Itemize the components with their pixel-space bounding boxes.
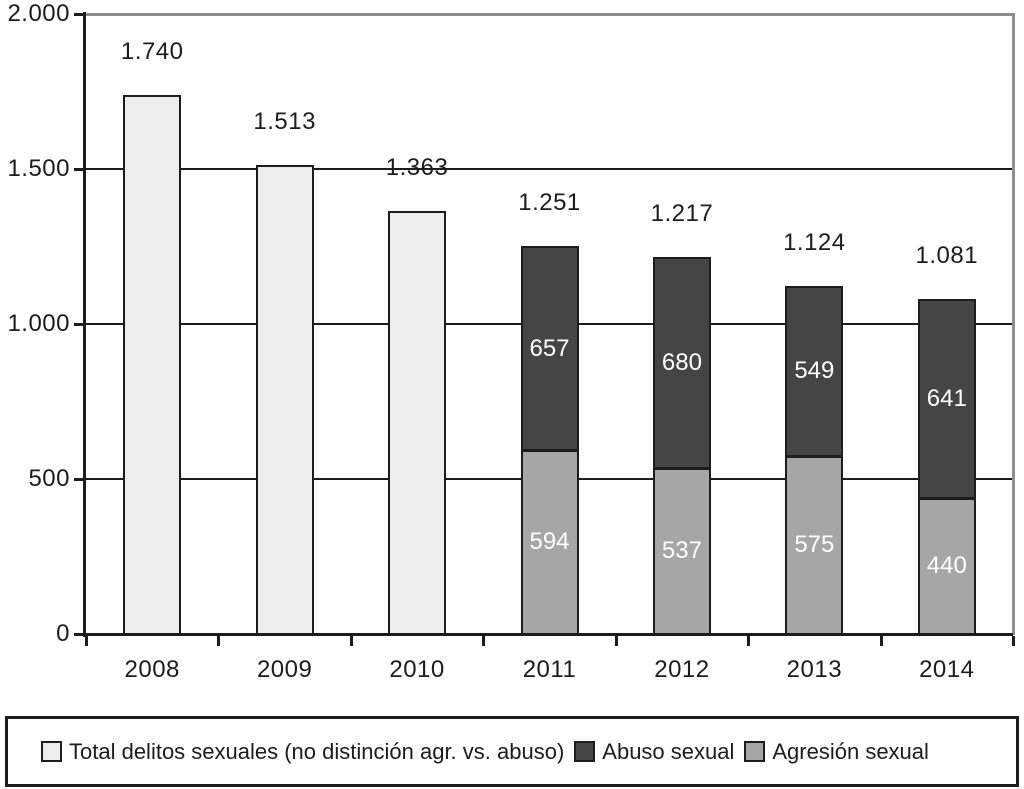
legend-label-abuso: Abuso sexual (602, 738, 735, 764)
x-axis-label-2010: 2010 (389, 656, 445, 683)
legend-label-agresion: Agresión sexual (772, 738, 929, 764)
y-axis-label: 1.500 (7, 155, 70, 182)
x-axis-label-2013: 2013 (786, 656, 843, 683)
x-tick-4 (614, 636, 618, 646)
y-axis-label: 2.000 (7, 0, 70, 27)
x-tick-5 (747, 636, 751, 646)
bar-segment-total-2008 (123, 94, 182, 635)
x-axis-label-2012: 2012 (654, 656, 710, 683)
x-tick-7 (1012, 636, 1015, 646)
x-tick-0 (85, 636, 88, 646)
y-tick-1500 (74, 168, 83, 171)
bar-segment-total-2010 (388, 211, 447, 635)
y-tick-0 (74, 633, 83, 636)
y-axis-label: 1.000 (7, 310, 70, 337)
bar-segment-agresion-2013: 575 (785, 455, 844, 635)
legend-item-abuso: Abuso sexual (574, 739, 734, 765)
bar-segment-agresion-2014: 440 (917, 497, 976, 635)
bar-total-label-2009: 1.513 (253, 107, 316, 135)
y-axis-label: 0 (56, 620, 70, 647)
legend-label-total: Total delitos sexuales (no distinción ag… (69, 738, 565, 764)
bar-segment-agresion-2011: 594 (520, 449, 579, 635)
x-tick-3 (482, 636, 486, 646)
bar-segment-abuso-2011: 657 (520, 246, 579, 451)
legend-swatch-total (41, 741, 62, 762)
bar-total-label-2008: 1.740 (120, 37, 184, 65)
legend: Total delitos sexuales (no distinción ag… (5, 716, 1019, 787)
bar-total-label-2014: 1.081 (915, 241, 979, 269)
x-tick-6 (879, 636, 883, 646)
legend-swatch-abuso (574, 741, 596, 762)
legend-item-agresion: Agresión sexual (744, 739, 929, 765)
y-tick-2000 (74, 13, 83, 16)
x-tick-2 (349, 636, 353, 646)
legend-swatch-agresion (744, 741, 766, 762)
bar-total-label-2013: 1.124 (783, 228, 846, 256)
bar-total-label-2011: 1.251 (518, 189, 581, 217)
y-tick-1000 (74, 323, 83, 326)
legend-item-total: Total delitos sexuales (no distinción ag… (41, 739, 564, 765)
y-axis-line (83, 12, 86, 637)
plot-frame-right (1012, 13, 1015, 635)
bar-total-label-2010: 1.363 (385, 154, 449, 182)
bar-segment-abuso-2013: 549 (785, 285, 844, 457)
x-axis-label-2011: 2011 (522, 656, 577, 683)
y-axis-label: 500 (28, 465, 70, 492)
gridline-1500 (86, 168, 1013, 170)
x-axis-label-2014: 2014 (919, 656, 975, 683)
y-tick-500 (74, 478, 83, 481)
bar-segment-total-2009 (255, 164, 314, 635)
plot-frame-top (86, 13, 1015, 16)
x-axis-label-2009: 2009 (256, 656, 313, 683)
x-axis-label-2008: 2008 (124, 656, 180, 683)
bar-segment-abuso-2012: 680 (652, 256, 711, 469)
bar-total-label-2012: 1.217 (650, 199, 714, 227)
bar-segment-agresion-2012: 537 (652, 467, 711, 635)
x-tick-1 (217, 636, 221, 646)
x-axis-line (83, 633, 1013, 636)
bar-segment-abuso-2014: 641 (917, 298, 976, 499)
